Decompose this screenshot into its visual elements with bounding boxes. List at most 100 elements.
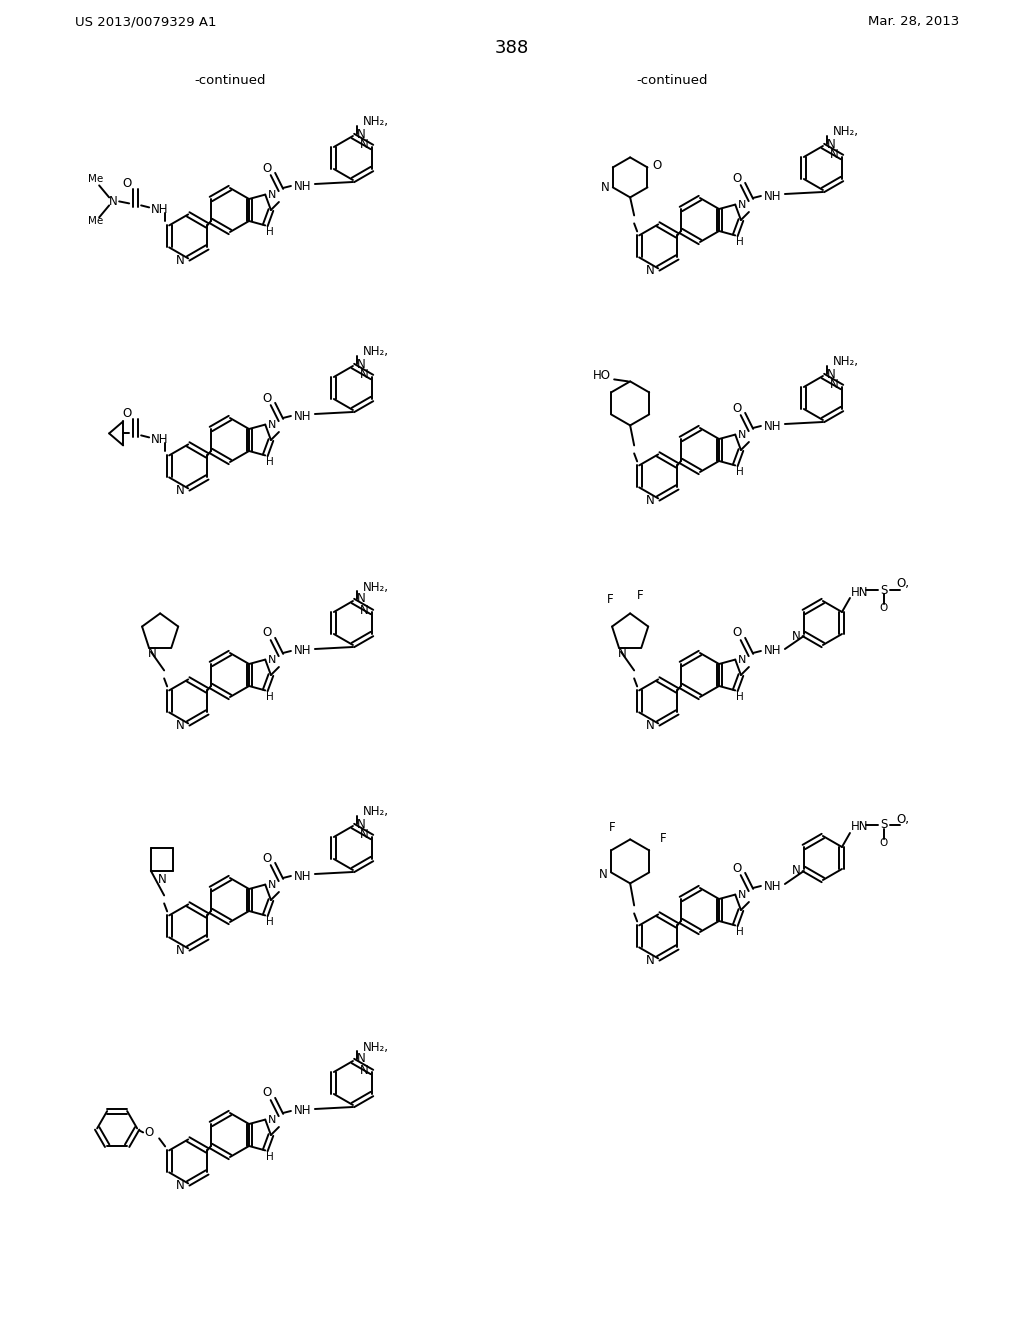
Text: HN: HN [851,821,868,833]
Text: NH: NH [764,190,781,202]
Text: N: N [268,879,276,890]
Text: N: N [359,368,369,381]
Text: O: O [653,158,663,172]
Text: N: N [176,484,184,496]
Text: N: N [646,719,654,731]
Text: Me: Me [87,174,102,185]
Text: N: N [359,829,369,842]
Text: NH₂,: NH₂, [362,116,389,128]
Text: HO: HO [593,368,611,381]
Text: Me: Me [87,216,102,227]
Text: N: N [176,719,184,731]
Text: NH₂,: NH₂, [362,346,389,359]
Text: H: H [266,693,274,702]
Text: N: N [359,603,369,616]
Text: N: N [147,647,157,660]
Text: N: N [617,647,627,660]
Text: N: N [646,494,654,507]
Text: NH₂,: NH₂, [362,581,389,594]
Text: H: H [736,928,744,937]
Text: O: O [262,161,271,174]
Text: O: O [262,627,271,639]
Text: N: N [359,1064,369,1077]
Text: -continued: -continued [195,74,266,87]
Text: NH₂,: NH₂, [833,125,859,139]
Text: N: N [826,137,836,150]
Text: O: O [144,1126,154,1139]
Text: -continued: -continued [636,74,708,87]
Text: H: H [736,693,744,702]
Text: N: N [176,253,184,267]
Text: NH: NH [294,870,311,883]
Text: O: O [880,838,888,847]
Text: NH: NH [764,644,781,657]
Text: O,: O, [896,578,909,590]
Text: NH: NH [151,203,168,216]
Text: O: O [880,603,888,612]
Text: N: N [599,869,607,880]
Text: N: N [356,593,366,606]
Text: NH: NH [151,433,168,446]
Text: N: N [738,655,746,664]
Text: H: H [266,458,274,467]
Text: N: N [792,630,800,643]
Text: F: F [637,589,643,602]
Text: H: H [266,1152,274,1163]
Text: NH₂,: NH₂, [833,355,859,368]
Text: N: N [792,865,800,878]
Text: N: N [738,890,746,900]
Text: O: O [732,172,741,185]
Text: HN: HN [851,586,868,598]
Text: O: O [732,627,741,639]
Text: N: N [268,1114,276,1125]
Text: 388: 388 [495,40,529,57]
Text: N: N [356,817,366,830]
Text: N: N [268,655,276,664]
Text: NH: NH [294,180,311,193]
Text: N: N [738,199,746,210]
Text: O: O [123,177,132,190]
Text: O,: O, [896,813,909,825]
Text: H: H [266,917,274,928]
Text: O: O [732,401,741,414]
Text: O: O [262,392,271,404]
Text: N: N [268,190,276,199]
Text: O: O [262,851,271,865]
Text: H: H [736,238,744,247]
Text: NH₂,: NH₂, [362,805,389,818]
Text: N: N [600,181,609,194]
Text: NH: NH [294,1105,311,1118]
Text: US 2013/0079329 A1: US 2013/0079329 A1 [75,16,216,29]
Text: NH: NH [764,420,781,433]
Text: S: S [881,583,888,597]
Text: NH: NH [294,644,311,657]
Text: Mar. 28, 2013: Mar. 28, 2013 [868,16,959,29]
Text: S: S [881,818,888,832]
Text: O: O [262,1086,271,1100]
Text: NH: NH [764,879,781,892]
Text: N: N [158,873,167,886]
Text: N: N [646,264,654,277]
Text: O: O [123,407,132,420]
Text: N: N [176,944,184,957]
Text: F: F [607,593,613,606]
Text: F: F [659,832,667,845]
Text: N: N [829,149,839,161]
Text: F: F [609,821,615,834]
Text: N: N [359,139,369,152]
Text: N: N [829,379,839,392]
Text: H: H [266,227,274,238]
Text: N: N [646,954,654,966]
Text: N: N [268,420,276,429]
Text: N: N [109,195,118,209]
Text: H: H [736,467,744,478]
Text: NH: NH [294,409,311,422]
Text: N: N [176,1179,184,1192]
Text: N: N [356,128,366,140]
Text: O: O [732,862,741,874]
Text: N: N [826,367,836,380]
Text: NH₂,: NH₂, [362,1040,389,1053]
Text: N: N [738,429,746,440]
Text: N: N [356,1052,366,1065]
Text: N: N [356,358,366,371]
